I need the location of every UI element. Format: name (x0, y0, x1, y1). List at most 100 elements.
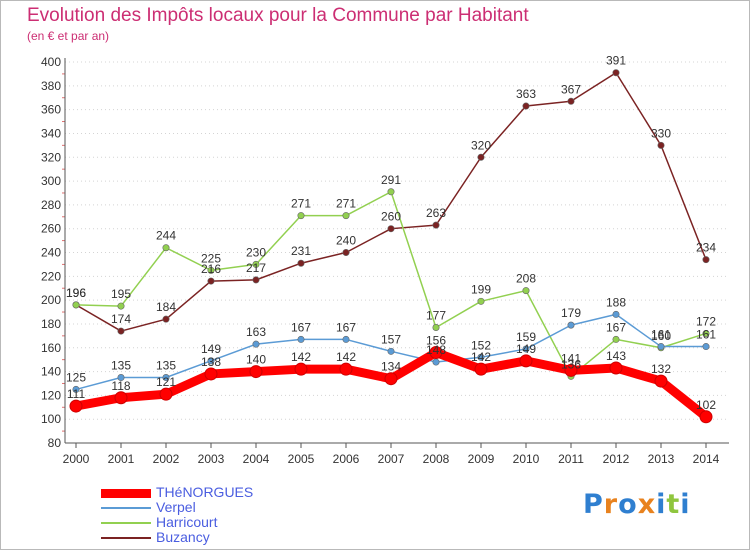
data-label-harricourt: 167 (606, 320, 626, 334)
y-tick-label: 100 (41, 412, 61, 426)
y-tick-label: 380 (41, 79, 61, 93)
data-point-th-norgues (609, 361, 623, 375)
legend-swatch-harricourt (101, 522, 151, 524)
y-tick-label: 360 (41, 103, 61, 117)
data-point-buzancy (432, 221, 440, 229)
data-label-th-norgues: 156 (426, 334, 446, 348)
data-label-harricourt: 271 (291, 197, 311, 211)
data-label-buzancy: 216 (201, 262, 221, 276)
y-tick-label: 340 (41, 126, 61, 140)
y-tick-label: 180 (41, 317, 61, 331)
data-label-th-norgues: 140 (246, 353, 266, 367)
data-point-verpel (522, 345, 530, 353)
data-point-harricourt (162, 244, 170, 252)
y-tick-label: 400 (41, 55, 61, 69)
data-label-harricourt: 208 (516, 272, 536, 286)
data-point-harricourt (207, 266, 215, 274)
data-label-verpel: 167 (291, 320, 311, 334)
data-point-verpel (162, 374, 170, 382)
data-point-verpel (207, 357, 215, 365)
data-label-verpel: 161 (696, 328, 716, 342)
data-point-buzancy (387, 225, 395, 233)
x-tick-label: 2004 (243, 452, 270, 466)
data-label-buzancy: 234 (696, 241, 716, 255)
data-label-harricourt: 195 (111, 287, 131, 301)
data-label-verpel: 157 (381, 332, 401, 346)
data-label-th-norgues: 134 (381, 360, 401, 374)
data-label-verpel: 149 (201, 342, 221, 356)
data-label-th-norgues: 149 (516, 342, 536, 356)
x-tick-label: 2010 (513, 452, 540, 466)
data-point-th-norgues (384, 372, 398, 386)
data-label-verpel: 148 (426, 343, 446, 357)
data-label-harricourt: 230 (246, 245, 266, 259)
data-label-verpel: 161 (651, 328, 671, 342)
x-tick-label: 2002 (153, 452, 180, 466)
x-tick-label: 2006 (333, 452, 360, 466)
y-tick-label: 280 (41, 198, 61, 212)
data-label-th-norgues: 138 (201, 355, 221, 369)
data-point-harricourt (477, 297, 485, 305)
data-label-verpel: 125 (66, 370, 86, 384)
data-label-verpel: 163 (246, 325, 266, 339)
data-point-verpel (567, 321, 575, 329)
logo-letter: P (583, 489, 604, 520)
data-label-buzancy: 174 (111, 312, 131, 326)
x-tick-label: 2003 (198, 452, 225, 466)
data-point-th-norgues (474, 362, 488, 376)
data-label-harricourt: 291 (381, 173, 401, 187)
data-label-verpel: 152 (471, 338, 491, 352)
x-tick-label: 2008 (423, 452, 450, 466)
logo-letter: x (637, 489, 657, 520)
data-point-buzancy (522, 102, 530, 110)
x-tick-label: 2014 (693, 452, 720, 466)
legend-label-verpel: Verpel (156, 499, 196, 515)
data-label-harricourt: 177 (426, 309, 446, 323)
data-point-verpel (297, 335, 305, 343)
data-point-buzancy (567, 97, 575, 105)
y-tick-label: 300 (41, 174, 61, 188)
data-label-verpel: 179 (561, 306, 581, 320)
data-point-harricourt (432, 324, 440, 332)
x-tick-label: 2001 (108, 452, 135, 466)
data-label-th-norgues: 118 (111, 379, 130, 393)
data-point-verpel (72, 385, 80, 393)
data-point-harricourt (387, 188, 395, 196)
data-point-buzancy (252, 276, 260, 284)
data-label-verpel: 159 (516, 330, 536, 344)
logo-letter: o (618, 489, 638, 520)
data-label-buzancy: 240 (336, 234, 356, 248)
y-tick-label: 200 (41, 293, 61, 307)
data-point-th-norgues (249, 365, 263, 379)
data-point-th-norgues (294, 362, 308, 376)
data-label-th-norgues: 111 (67, 387, 86, 401)
data-point-th-norgues (564, 363, 578, 377)
data-point-buzancy (207, 277, 215, 285)
logo-letter: t (666, 489, 681, 520)
y-tick-label: 220 (41, 269, 61, 283)
data-point-verpel (117, 374, 125, 382)
data-label-harricourt: 136 (561, 357, 581, 371)
data-point-th-norgues (339, 362, 353, 376)
data-point-buzancy (657, 141, 665, 149)
data-point-th-norgues (69, 399, 83, 413)
data-point-verpel (612, 310, 620, 318)
data-label-verpel: 167 (336, 320, 356, 334)
data-point-harricourt (72, 301, 80, 309)
data-point-verpel (387, 347, 395, 355)
data-point-th-norgues (114, 391, 128, 405)
data-point-harricourt (612, 335, 620, 343)
legend-swatch-th-norgues (101, 488, 151, 498)
data-label-th-norgues: 142 (336, 350, 356, 364)
data-point-buzancy (342, 249, 350, 257)
y-tick-label: 320 (41, 150, 61, 164)
data-point-verpel (702, 343, 710, 351)
data-label-harricourt: 196 (66, 286, 86, 300)
data-point-verpel (342, 335, 350, 343)
data-point-th-norgues (159, 387, 173, 401)
legend-label-buzancy: Buzancy (156, 529, 210, 545)
data-label-th-norgues: 142 (471, 350, 491, 364)
legend-swatch-buzancy (101, 537, 151, 539)
data-point-th-norgues (699, 410, 713, 424)
data-label-buzancy: 320 (471, 138, 491, 152)
